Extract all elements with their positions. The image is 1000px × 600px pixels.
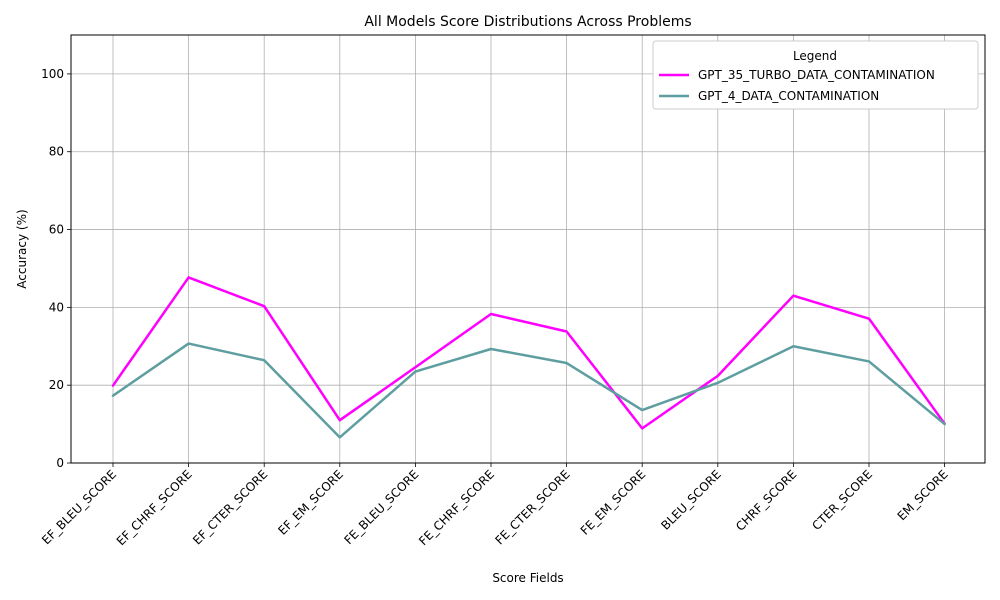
- x-axis-label: Score Fields: [492, 571, 563, 585]
- legend: Legend GPT_35_TURBO_DATA_CONTAMINATIONGP…: [652, 40, 979, 110]
- legend-box: [652, 40, 979, 110]
- y-tick-label: 100: [41, 67, 64, 81]
- y-tick-label: 20: [49, 378, 64, 392]
- series-line: [111, 342, 946, 439]
- y-axis-label: Accuracy (%): [15, 209, 29, 288]
- y-tick-label: 80: [49, 145, 64, 159]
- series-line: [111, 276, 946, 430]
- y-tick-label: 0: [56, 456, 64, 470]
- chart-title: All Models Score Distributions Across Pr…: [364, 14, 691, 30]
- legend-label: GPT_4_DATA_CONTAMINATION: [698, 89, 879, 103]
- y-axis: 0 20 40 60 80 100: [41, 67, 71, 470]
- series-lines: [111, 276, 946, 439]
- plot-frame: [70, 34, 986, 464]
- grid-lines: [71, 35, 985, 464]
- legend-title: Legend: [793, 49, 837, 63]
- legend-label: GPT_35_TURBO_DATA_CONTAMINATION: [698, 68, 935, 82]
- y-tick-label: 40: [49, 300, 64, 314]
- legend-entries: GPT_35_TURBO_DATA_CONTAMINATION GPT_4_DAT…: [659, 68, 935, 103]
- y-tick-label: 60: [49, 223, 64, 237]
